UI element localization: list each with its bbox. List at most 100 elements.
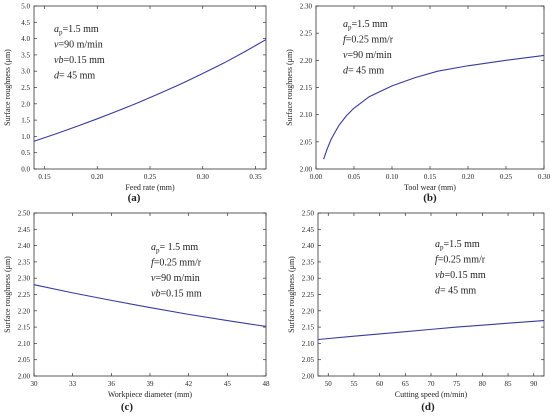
x-tick-label: 50 xyxy=(325,380,333,388)
param-annotation: ap=1.5 mm xyxy=(435,239,480,252)
y-tick-label: 2.20 xyxy=(300,57,313,65)
y-tick-label: 2.50 xyxy=(302,210,315,218)
y-tick-label: 4.5 xyxy=(21,19,30,27)
y-tick-label: 2.45 xyxy=(18,226,31,234)
y-tick-label: 1.5 xyxy=(21,117,30,125)
y-tick-label: 2.15 xyxy=(300,84,313,92)
y-tick-label: 2.35 xyxy=(302,258,315,266)
x-axis-label: Cutting speed (m/min) xyxy=(395,390,468,399)
series-line xyxy=(33,39,267,142)
y-tick-label: 2.00 xyxy=(18,373,31,381)
y-tick-label: 2.30 xyxy=(300,3,313,11)
y-tick-label: 3.0 xyxy=(21,68,30,76)
x-axis-label: Workpiece diameter (mm) xyxy=(108,390,193,399)
panel-label: (d) xyxy=(421,401,435,413)
x-tick-label: 0.00 xyxy=(310,173,323,181)
y-tick-label: 0.0 xyxy=(21,166,30,174)
plot-frame xyxy=(317,212,545,377)
y-tick-label: 2.15 xyxy=(302,324,315,332)
param-annotation: d= 45 mm xyxy=(343,66,384,77)
x-tick-label: 0.35 xyxy=(249,173,262,181)
y-axis-label: Surface roughness (μm) xyxy=(285,49,294,126)
x-tick-label: 45 xyxy=(224,380,232,388)
y-tick-label: 2.15 xyxy=(18,324,31,332)
series-line xyxy=(33,284,267,327)
y-tick-label: 2.40 xyxy=(302,242,315,250)
y-tick-label: 2.00 xyxy=(300,166,313,174)
x-tick-label: 90 xyxy=(530,380,538,388)
param-annotation: vb=0.15 mm xyxy=(54,55,105,66)
y-tick-label: 2.35 xyxy=(18,258,31,266)
x-tick-label: 39 xyxy=(147,380,155,388)
x-tick-label: 80 xyxy=(479,380,487,388)
x-tick-label: 85 xyxy=(505,380,513,388)
x-tick-label: 65 xyxy=(402,380,410,388)
param-annotation: ap=1.5 mm xyxy=(54,24,99,37)
x-tick-label: 0.20 xyxy=(462,173,475,181)
y-tick-label: 2.10 xyxy=(18,340,31,348)
y-tick-label: 3.5 xyxy=(21,51,30,59)
y-axis-label: Surface roughness (μm) xyxy=(3,256,12,333)
y-axis-label: Surface roughness (μm) xyxy=(287,256,296,333)
x-tick-label: 42 xyxy=(185,380,193,388)
y-tick-label: 2.20 xyxy=(18,307,31,315)
y-tick-label: 2.05 xyxy=(18,356,31,364)
y-tick-label: 2.50 xyxy=(18,210,31,218)
y-tick-label: 2.05 xyxy=(300,138,313,146)
y-tick-label: 2.5 xyxy=(21,84,30,92)
y-tick-label: 2.00 xyxy=(302,373,315,381)
x-tick-label: 0.20 xyxy=(91,173,104,181)
param-annotation: f=0.25 mm/r xyxy=(343,35,394,46)
param-annotation: v=90 m/min xyxy=(343,50,392,61)
panel-label: (a) xyxy=(128,192,141,204)
param-annotation: ap=1.5 mm xyxy=(343,19,388,32)
x-tick-label: 75 xyxy=(453,380,461,388)
chart-panel-2: 2.00 2.05 2.10 2.15 2.20 2.25 2.30 2.35 2.40 2.45… xyxy=(3,210,270,414)
chart-panel-1: 2.00 2.05 2.10 2.15 2.20 2.25 2.30 0.00 0.05 0.10… xyxy=(285,3,550,205)
x-axis-label: Feed rate (mm) xyxy=(125,183,175,192)
x-tick-label: 0.25 xyxy=(144,173,157,181)
x-tick-label: 0.10 xyxy=(386,173,399,181)
x-tick-label: 0.15 xyxy=(424,173,437,181)
param-annotation: vb=0.15 mm xyxy=(151,289,202,300)
series-line xyxy=(317,320,545,341)
y-tick-label: 2.20 xyxy=(302,307,315,315)
chart-panel-3: 2.00 2.05 2.10 2.15 2.20 2.25 2.30 2.35 2.40 2.45… xyxy=(287,210,545,413)
x-tick-label: 36 xyxy=(108,380,116,388)
param-annotation: d= 45 mm xyxy=(54,71,95,82)
y-tick-label: 2.05 xyxy=(302,356,315,364)
y-tick-label: 1.0 xyxy=(21,133,30,141)
chart-panel-0: 0.0 0.5 1.0 1.5 2.0 2.5 3.0 3.5 4.0 4.5 5.0 0.15 0.2… xyxy=(3,3,267,204)
param-annotation: ap= 1.5 mm xyxy=(151,242,198,255)
y-tick-label: 2.30 xyxy=(18,275,31,283)
y-tick-label: 2.25 xyxy=(300,30,313,38)
x-tick-label: 55 xyxy=(350,380,358,388)
x-tick-label: 30 xyxy=(31,380,39,388)
y-axis-label: Surface roughness (μm) xyxy=(3,49,12,126)
param-annotation: d= 45 mm xyxy=(435,286,476,297)
param-annotation: f=0.25 mm/r xyxy=(151,258,202,269)
param-annotation: vb=0.15 mm xyxy=(435,270,486,281)
x-tick-label: 0.05 xyxy=(348,173,361,181)
x-axis-label: Tool wear (mm) xyxy=(404,183,456,192)
x-tick-label: 0.15 xyxy=(38,173,51,181)
x-tick-label: 0.30 xyxy=(538,173,550,181)
param-annotation: v=90 m/min xyxy=(54,40,103,51)
y-tick-label: 2.10 xyxy=(300,111,313,119)
y-tick-label: 2.45 xyxy=(302,226,315,234)
y-tick-label: 2.10 xyxy=(302,340,315,348)
panel-label: (c) xyxy=(121,401,134,413)
y-tick-label: 2.40 xyxy=(18,242,31,250)
y-tick-label: 2.30 xyxy=(302,275,315,283)
x-tick-label: 33 xyxy=(69,380,77,388)
param-annotation: v=90 m/min xyxy=(151,273,200,284)
y-tick-label: 2.25 xyxy=(18,291,31,299)
param-annotation: f=0.25 mm/r xyxy=(435,255,486,266)
y-tick-label: 5.0 xyxy=(21,3,30,11)
series-line xyxy=(323,54,545,160)
x-tick-label: 48 xyxy=(263,380,271,388)
x-tick-label: 0.30 xyxy=(197,173,210,181)
x-tick-label: 70 xyxy=(428,380,436,388)
y-tick-label: 4.0 xyxy=(21,35,30,43)
